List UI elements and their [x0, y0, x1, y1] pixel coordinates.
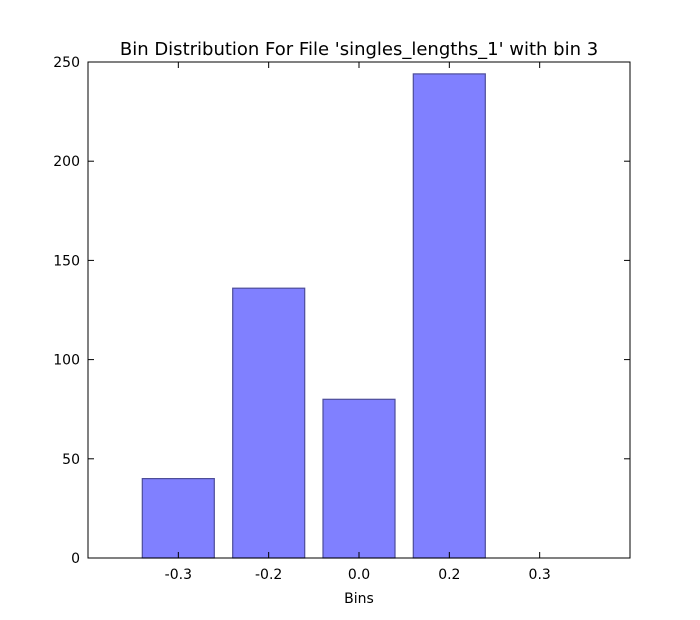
bars-group	[141, 73, 486, 559]
x-tick-label: -0.2	[255, 567, 282, 583]
bar-1	[232, 287, 306, 559]
bar-3	[412, 73, 486, 559]
bar-2	[322, 398, 396, 559]
x-tick-label: 0.0	[348, 567, 370, 583]
y-tick-label: 200	[53, 154, 80, 170]
x-tick-label: 0.3	[529, 567, 551, 583]
x-axis-label: Bins	[344, 591, 374, 607]
x-tick-label: -0.3	[165, 567, 192, 583]
chart-title: Bin Distribution For File 'singles_lengt…	[120, 39, 598, 60]
y-tick-label: 100	[53, 353, 80, 369]
y-tick-label: 50	[62, 452, 80, 468]
bar-0	[141, 478, 215, 559]
y-tick-label: 0	[71, 551, 80, 567]
x-tick-label: 0.2	[438, 567, 460, 583]
y-axis: 0 50 100 150 200 250	[53, 55, 630, 567]
y-tick-label: 250	[53, 55, 80, 71]
y-tick-label: 150	[53, 253, 80, 269]
x-axis: -0.3 -0.2 0.0 0.2 0.3	[165, 62, 551, 583]
